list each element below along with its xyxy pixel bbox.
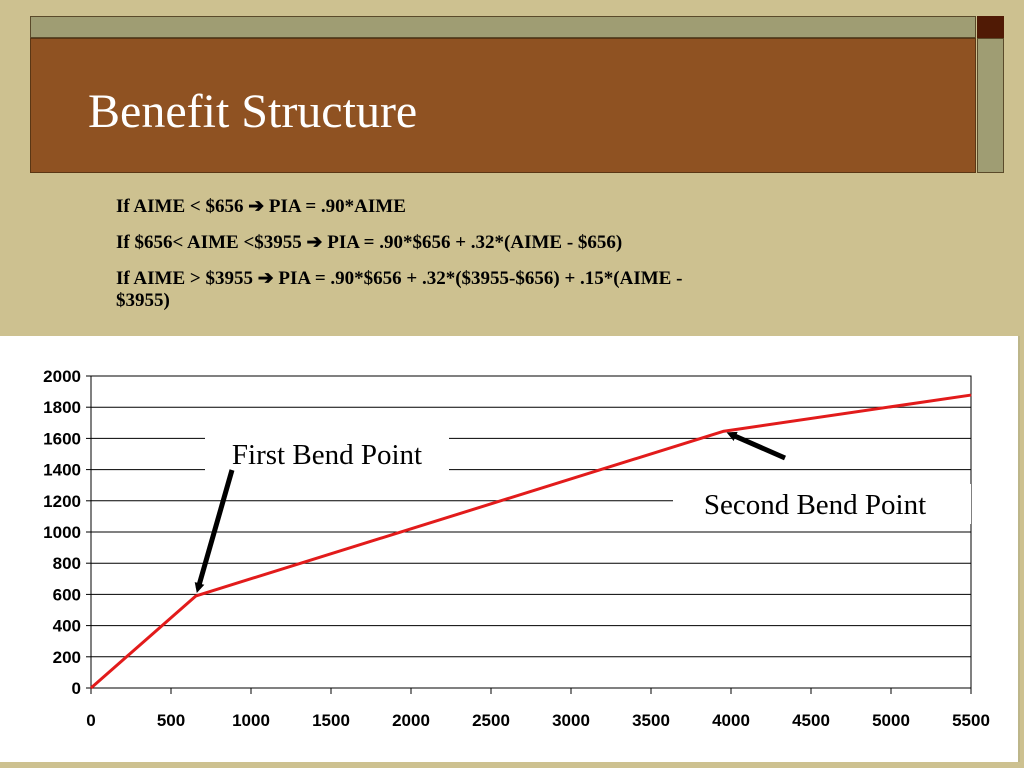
header-side-strip (977, 38, 1004, 173)
data-point (723, 430, 725, 432)
annotation-arrow (194, 469, 235, 594)
series-lines (90, 393, 972, 690)
slide-title: Benefit Structure (88, 85, 418, 138)
annotation-label-bg (673, 484, 971, 524)
data-point (970, 394, 972, 396)
rule-line-4: $3955) (116, 290, 170, 311)
x-tick-label: 3000 (552, 711, 590, 730)
x-tick-label: 3500 (632, 711, 670, 730)
header-top-band (30, 16, 976, 38)
annotation-label-bg (205, 434, 449, 474)
annotation-label: Second Bend Point (704, 489, 926, 521)
data-point (195, 595, 197, 597)
header-corner-square (977, 16, 1004, 38)
series-line-0 (90, 393, 972, 690)
annotations: First Bend Point Second Bend Point (194, 431, 971, 594)
grid-lines (91, 375, 971, 689)
x-tick-label: 2500 (472, 711, 510, 730)
chart-panel: 0 200 400 600 800 1000 1200 1400 1600 1800 2000 0 50… (0, 336, 1020, 762)
y-tick-label: 0 (72, 679, 81, 698)
y-tick-label: 1600 (43, 429, 81, 448)
y-tick-label: 1000 (43, 523, 81, 542)
y-tick-label: 600 (53, 585, 81, 604)
x-tick-label: 1500 (312, 711, 350, 730)
y-tick-label: 800 (53, 554, 81, 573)
formula-rules: If AIME < $656 ➔ PIA = .90*AIME If $656<… (116, 196, 916, 312)
rule-line-3: If AIME > $3955 ➔ PIA = .90*$656 + .32*(… (116, 268, 683, 289)
x-tick-label: 5500 (952, 711, 990, 730)
y-tick-label: 400 (53, 617, 81, 636)
benefit-line-chart: 0 200 400 600 800 1000 1200 1400 1600 1800 2000 0 50… (43, 367, 990, 730)
y-tick-label: 1800 (43, 398, 81, 417)
x-tick-label: 4500 (792, 711, 830, 730)
x-tick-label: 500 (157, 711, 185, 730)
rule-line-2: If $656< AIME <$3955 ➔ PIA = .90*$656 + … (116, 232, 623, 253)
x-tick-label: 2000 (392, 711, 430, 730)
y-tick-label: 1200 (43, 492, 81, 511)
axes: 0 200 400 600 800 1000 1200 1400 1600 1800 2000 0 50… (43, 367, 990, 730)
data-point (90, 687, 92, 689)
y-tick-label: 1400 (43, 461, 81, 480)
x-tick-label: 4000 (712, 711, 750, 730)
annotation-arrow (726, 431, 787, 461)
y-tick-label: 2000 (43, 367, 81, 386)
x-tick-label: 1000 (232, 711, 270, 730)
x-tick-label: 0 (86, 711, 95, 730)
plot-border (90, 375, 972, 689)
y-tick-label: 200 (53, 648, 81, 667)
annotation-label: First Bend Point (232, 439, 422, 471)
title-bar (30, 38, 976, 173)
x-tick-label: 5000 (872, 711, 910, 730)
rule-line-1: If AIME < $656 ➔ PIA = .90*AIME (116, 196, 406, 217)
